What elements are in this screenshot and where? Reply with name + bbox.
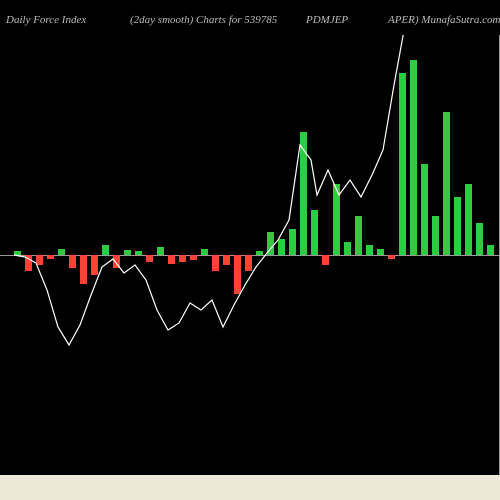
title-left: Daily Force Index	[6, 14, 86, 26]
smoothed-line	[0, 35, 500, 475]
os-taskbar-fragment	[0, 475, 500, 500]
title-symbol: PDMJEP	[306, 14, 348, 26]
title-mid: (2day smooth) Charts for 539785	[130, 14, 277, 26]
chart-container: Daily Force Index (2day smooth) Charts f…	[0, 0, 500, 500]
title-right: APER) MunafaSutra.com	[388, 14, 500, 26]
chart-plot-area	[0, 35, 500, 475]
chart-header: Daily Force Index (2day smooth) Charts f…	[0, 10, 500, 30]
